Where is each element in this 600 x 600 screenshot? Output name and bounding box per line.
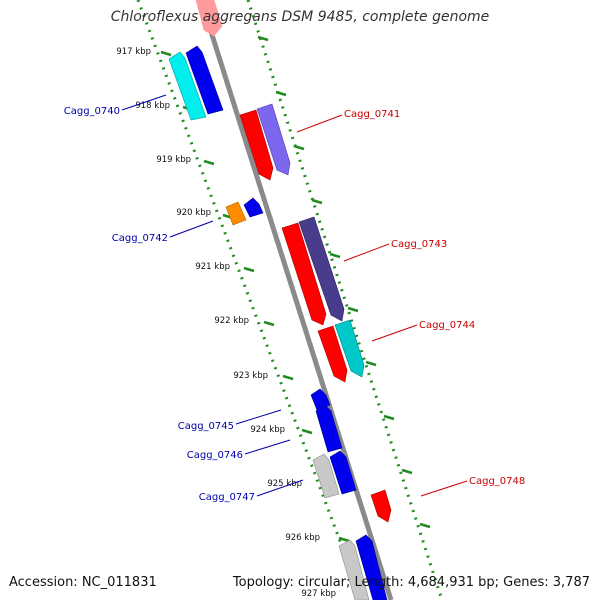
gene-label-cagg-0743[interactable]: Cagg_0743 <box>391 239 447 250</box>
leader-line-cagg-0740 <box>121 94 167 111</box>
gene-feature-top-red-faded[interactable] <box>195 0 223 37</box>
tick-label-924: 924 kbp <box>250 425 285 435</box>
reverse-genes <box>168 45 388 600</box>
tick-marks <box>160 35 431 543</box>
gene-feature-cagg-0744-cyan[interactable] <box>334 319 365 378</box>
forward-genes <box>195 0 392 523</box>
tick-label-918: 918 kbp <box>135 101 170 111</box>
gene-label-cagg-0746[interactable]: Cagg_0746 <box>187 450 243 461</box>
accession-text: Accession: NC_011831 <box>9 575 157 590</box>
gene-label-cagg-0748[interactable]: Cagg_0748 <box>469 476 525 487</box>
tick-mark <box>419 522 431 529</box>
gene-feature-cagg-0740-blue[interactable] <box>185 45 224 115</box>
genome-title: Chloroflexus aggregans DSM 9485, complet… <box>110 9 490 25</box>
tick-mark <box>329 252 341 259</box>
leader-line-cagg-0743 <box>343 243 390 262</box>
tick-label-919: 919 kbp <box>156 155 191 165</box>
gene-feature-cagg-0746-blue[interactable] <box>315 404 343 453</box>
gene-feature-cagg-0743-darkpurple[interactable] <box>298 216 345 322</box>
reverse-track-dotted-line <box>136 0 364 600</box>
tick-mark <box>275 90 287 97</box>
gene-label-cagg-0745[interactable]: Cagg_0745 <box>178 421 234 432</box>
tick-label-921: 921 kbp <box>195 262 230 272</box>
tick-mark <box>301 428 313 435</box>
tick-mark <box>401 468 413 475</box>
gene-label-cagg-0740[interactable]: Cagg_0740 <box>64 106 120 117</box>
leader-line-cagg-0741 <box>296 114 343 133</box>
tick-label-926: 926 kbp <box>285 533 320 543</box>
gene-label-cagg-0744[interactable]: Cagg_0744 <box>419 320 475 331</box>
gene-feature-cagg-0742-orange[interactable] <box>225 201 247 226</box>
tick-mark <box>203 159 215 166</box>
leader-line-cagg-0744 <box>371 324 418 342</box>
gene-feature-cagg-0745-blue[interactable] <box>310 388 331 411</box>
tick-label-917: 917 kbp <box>116 47 151 57</box>
gene-feature-cagg-0741-red[interactable] <box>239 109 274 181</box>
leader-line-cagg-0745 <box>235 409 282 425</box>
gene-feature-cagg-0748-red[interactable] <box>370 489 392 523</box>
gene-feature-bottom-gray[interactable] <box>338 539 370 600</box>
tick-label-920: 920 kbp <box>176 208 211 218</box>
gene-feature-cagg-0742-blue[interactable] <box>243 197 264 218</box>
tick-label-925: 925 kbp <box>267 479 302 489</box>
tick-mark <box>257 35 269 42</box>
tick-label-922: 922 kbp <box>214 316 249 326</box>
gene-label-cagg-0747[interactable]: Cagg_0747 <box>199 492 255 503</box>
leader-line-cagg-0748 <box>420 480 468 497</box>
gene-feature-bottom-blue[interactable] <box>355 534 388 600</box>
gene-feature-cagg-0741-purple[interactable] <box>256 103 291 176</box>
gene-label-cagg-0742[interactable]: Cagg_0742 <box>112 233 168 244</box>
gene-feature-cagg-0743-red[interactable] <box>281 222 327 326</box>
genome-summary-text: Topology: circular; Length: 4,684,931 bp… <box>232 575 590 590</box>
leader-line-cagg-0746 <box>244 439 291 455</box>
tick-mark <box>243 266 255 273</box>
tick-mark <box>293 144 305 151</box>
genome-backbone <box>198 0 394 600</box>
leader-line-cagg-0747 <box>256 479 304 497</box>
tick-label-927: 927 kbp <box>301 589 336 599</box>
tick-mark <box>311 198 323 205</box>
tick-mark <box>347 306 359 313</box>
tick-mark <box>383 414 395 421</box>
tick-mark <box>365 360 377 367</box>
gene-feature-blue-below-0746[interactable] <box>329 450 357 495</box>
leader-line-cagg-0742 <box>169 220 214 238</box>
tick-mark <box>160 50 172 57</box>
gene-feature-cagg-0747-gray[interactable] <box>312 453 340 499</box>
tick-mark <box>263 320 275 327</box>
gene-feature-cagg-0744-red[interactable] <box>317 325 348 383</box>
gene-label-cagg-0741[interactable]: Cagg_0741 <box>344 109 400 120</box>
tick-label-923: 923 kbp <box>233 371 268 381</box>
gene-feature-cagg-0740-cyan[interactable] <box>168 51 207 121</box>
forward-track-dotted-line <box>246 0 444 600</box>
tick-mark <box>338 536 350 543</box>
tick-mark <box>282 374 294 381</box>
